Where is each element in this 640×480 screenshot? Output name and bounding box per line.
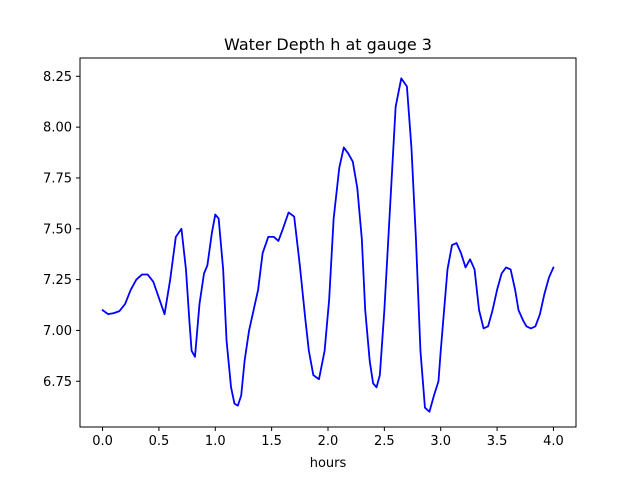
x-tick-label: 0.5 <box>149 434 170 449</box>
x-tick-label: 0.0 <box>92 434 113 449</box>
x-tick-label: 2.0 <box>318 434 339 449</box>
x-tick-label: 1.5 <box>261 434 282 449</box>
series-line <box>101 77 555 413</box>
x-axis: 0.0 0.5 1.0 1.5 2.0 2.5 3.0 3.5 4.0 <box>92 427 564 449</box>
y-axis: 6.75 7.00 7.25 7.50 7.75 8.00 8.25 <box>43 70 80 390</box>
y-tick-label: 8.25 <box>43 70 72 85</box>
x-tick-label: 1.0 <box>205 434 226 449</box>
x-tick-label: 3.0 <box>430 434 451 449</box>
y-tick-label: 7.75 <box>43 171 72 186</box>
y-tick-label: 7.25 <box>43 273 72 288</box>
y-tick-label: 8.00 <box>43 121 72 136</box>
x-tick-label: 2.5 <box>374 434 395 449</box>
chart-title: Water Depth h at gauge 3 <box>224 35 432 54</box>
x-tick-label: 4.0 <box>543 434 564 449</box>
y-tick-label: 7.50 <box>43 222 72 237</box>
x-tick-label: 3.5 <box>487 434 508 449</box>
plot-frame <box>79 57 577 428</box>
plot-area <box>79 57 577 428</box>
y-tick-label: 7.00 <box>43 324 72 339</box>
x-axis-label: hours <box>310 456 347 471</box>
y-tick-label: 6.75 <box>43 375 72 390</box>
